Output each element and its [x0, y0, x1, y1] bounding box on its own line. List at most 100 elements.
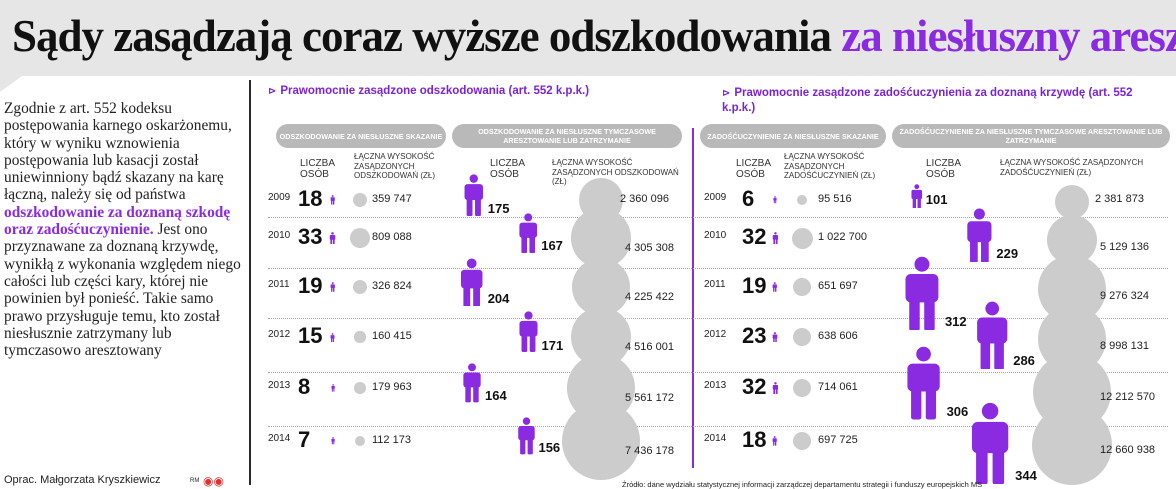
person-icon — [519, 213, 537, 254]
amount-value: 1 022 700 — [818, 231, 867, 243]
person-icon — [330, 282, 336, 292]
person-count: 167 — [541, 238, 563, 254]
pill-group-1: ODSZKODOWANIE ZA NIESŁUSZNE SKAZANIE — [276, 124, 446, 148]
amount-value: 697 725 — [818, 434, 858, 446]
section-title-right: ⊳ Prawomocnie zasądzone zadośćuczynienia … — [722, 87, 1133, 114]
person-icon — [461, 258, 483, 307]
year-label: 2011 — [704, 279, 726, 290]
footer-author: Oprac. Małgorzata Kryszkiewicz — [4, 474, 161, 486]
amount-value: 2 381 873 — [1095, 193, 1144, 205]
person-count: 33 — [298, 224, 323, 249]
amount-value: 8 998 131 — [1100, 340, 1149, 352]
amount-value: 9 276 324 — [1100, 290, 1149, 302]
row-separator — [268, 426, 1168, 427]
amount-value: 4 305 308 — [625, 242, 674, 254]
footer-rm: RM — [190, 478, 200, 484]
footer-source: Źródło: dane wydziału statystycznej info… — [622, 480, 983, 489]
person-icon — [911, 184, 923, 209]
person-icon — [907, 347, 941, 420]
intro-part2: Jest ono przyznawane za doznaną krzywdę,… — [4, 221, 241, 360]
title-main: Sądy zasądzają coraz wyższe odszkodowani… — [12, 11, 832, 61]
header-sum-4: ŁĄCZNA WYSOKOŚĆ ZASĄDZONYCH ZADOŚĆUCZYNI… — [1000, 158, 1144, 177]
header-count-1: LICZBA OSÓB — [300, 158, 335, 180]
amount-value: 12 212 570 — [1100, 391, 1156, 403]
person-icon — [772, 282, 778, 292]
publisher-logo-icon: ◉◉ — [203, 474, 224, 488]
header-count-3: LICZBA OSÓB — [736, 158, 771, 180]
amount-value: 5 129 136 — [1100, 241, 1149, 253]
amount-circle — [1054, 184, 1090, 220]
amount-circle — [352, 192, 368, 208]
person-icon — [971, 402, 1009, 485]
person-count: 8 — [298, 374, 311, 399]
year-label: 2012 — [268, 329, 291, 340]
amount-value: 95 516 — [818, 193, 852, 205]
person-icon — [772, 381, 778, 395]
header-sum-2: ŁĄCZNA WYSOKOŚĆ ZASĄDZONYCH ODSZKODOWAŃ … — [552, 158, 679, 186]
amount-value: 4 516 001 — [625, 341, 674, 353]
amount-circle — [792, 378, 812, 398]
amount-value: 638 606 — [818, 330, 858, 342]
person-count: 175 — [487, 201, 510, 216]
divider-left — [249, 80, 251, 485]
title-bar — [0, 0, 1176, 76]
header-count-2: LICZBA OSÓB — [490, 158, 525, 180]
amount-circle — [797, 195, 807, 205]
person-icon — [517, 417, 535, 455]
person-count: 15 — [298, 323, 323, 348]
header-count-4: LICZBA OSÓB — [926, 158, 961, 180]
year-label: 2009 — [704, 192, 727, 203]
amount-value: 4 225 422 — [625, 291, 674, 303]
person-icon — [905, 256, 939, 331]
year-label: 2011 — [268, 279, 290, 290]
person-icon — [773, 196, 777, 204]
amount-circle — [571, 257, 631, 317]
amount-value: 2 360 096 — [620, 193, 669, 205]
person-count: 19 — [298, 273, 323, 298]
person-count: 32 — [742, 374, 767, 399]
section-title-left-text: Prawomocnie zasądzone odszkodowania (art… — [280, 85, 590, 97]
person-icon — [772, 436, 778, 446]
header-sum-3: ŁĄCZNA WYSOKOŚĆ ZASĄDZONYCH ZADOŚĆUCZYNI… — [784, 152, 876, 180]
person-count: 7 — [298, 427, 311, 452]
section-title-left: ⊳ Prawomocnie zasądzone odszkodowania (ar… — [268, 85, 590, 97]
amount-circle — [352, 279, 368, 295]
title-accent: za niesłuszny areszt — [841, 11, 1176, 61]
amount-value: 359 747 — [372, 193, 412, 205]
pill-group-2: ODSZKODOWANIE ZA NIESŁUSZNE TYMCZASOWE A… — [452, 124, 682, 148]
person-count: 204 — [487, 291, 510, 307]
person-icon — [772, 231, 778, 245]
year-label: 2014 — [268, 433, 291, 444]
amount-value: 714 061 — [818, 381, 858, 393]
person-icon — [772, 331, 778, 343]
amount-value: 179 963 — [372, 381, 412, 393]
amount-value: 112 173 — [372, 434, 411, 446]
person-icon — [331, 437, 335, 445]
row-separator — [268, 268, 1168, 269]
amount-circle — [350, 228, 370, 248]
person-count: 23 — [742, 323, 767, 348]
person-count: 164 — [485, 387, 507, 403]
person-count: 344 — [1015, 468, 1037, 484]
person-count: 18 — [298, 186, 323, 211]
header-sum-1: ŁĄCZNA WYSOKOŚĆ ZASĄDZONYCH ODSZKODOWAŃ … — [354, 152, 436, 180]
person-icon — [976, 301, 1008, 370]
year-label: 2013 — [704, 380, 727, 391]
person-icon — [463, 363, 481, 403]
person-count: 229 — [996, 246, 1019, 262]
intro-text: Zgodnie z art. 552 kodeksu postępowania … — [4, 100, 244, 359]
section-title-right-text: Prawomocnie zasądzone zadośćuczynienia z… — [722, 87, 1133, 114]
person-count: 286 — [1013, 353, 1035, 369]
person-icon — [464, 174, 484, 216]
amount-value: 651 697 — [818, 280, 858, 292]
year-label: 2009 — [268, 192, 291, 203]
person-count: 171 — [541, 337, 564, 353]
person-count: 6 — [742, 186, 755, 211]
title-tail — [0, 76, 22, 92]
amount-value: 5 561 172 — [625, 392, 674, 404]
intro-part1: Zgodnie z art. 552 kodeksu postępowania … — [4, 100, 232, 204]
amount-circle — [792, 431, 812, 451]
person-icon — [331, 384, 335, 392]
person-icon — [331, 332, 335, 342]
year-label: 2013 — [268, 380, 291, 391]
